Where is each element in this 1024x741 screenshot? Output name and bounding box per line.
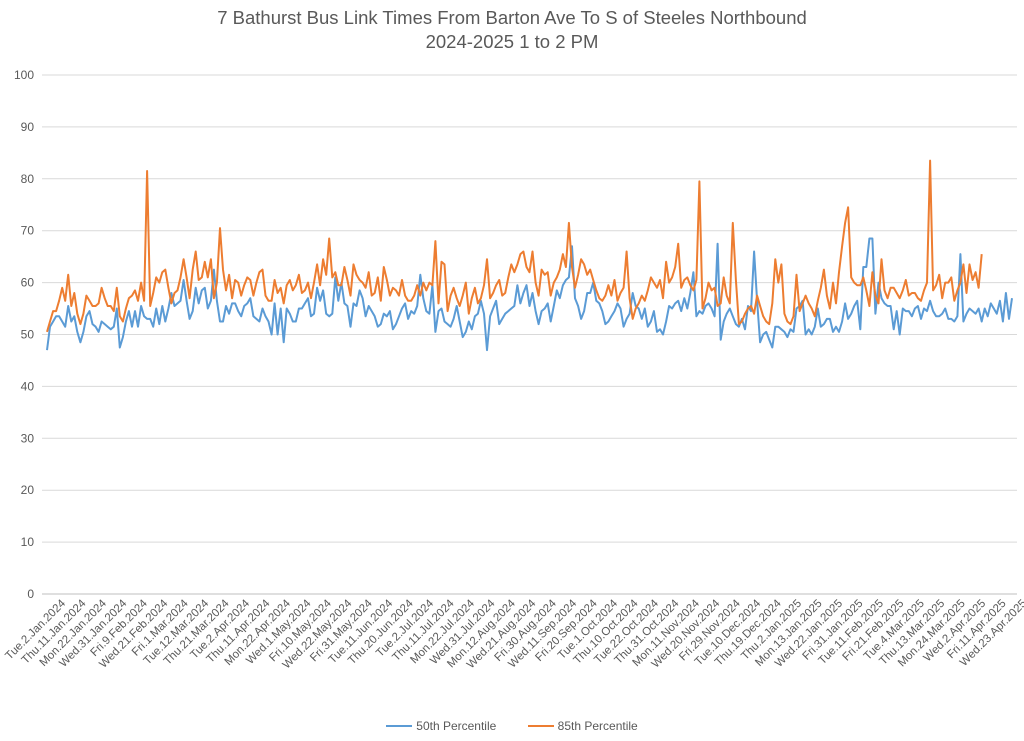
chart-title: 7 Bathurst Bus Link Times From Barton Av… [0,6,1024,54]
chart-subtitle: 2024-2025 1 to 2 PM [425,31,599,52]
legend-label-85th: 85th Percentile [557,719,638,733]
legend: 50th Percentile 85th Percentile [0,716,1024,733]
y-tick-label: 30 [21,431,35,445]
y-tick-label: 70 [21,224,35,238]
series-line-85th-percentile [46,159,983,333]
y-tick-label: 0 [27,587,34,601]
legend-label-50th: 50th Percentile [416,719,497,733]
y-tick-label: 10 [21,535,35,549]
legend-item-50th: 50th Percentile [386,719,496,733]
legend-swatch-85th [527,725,554,727]
gridlines [42,74,1017,595]
y-tick-label: 80 [21,172,35,186]
legend-swatch-50th [386,725,413,727]
y-tick-label: 20 [21,483,35,497]
y-tick-label: 50 [21,328,35,342]
legend-item-85th: 85th Percentile [527,719,638,733]
y-tick-label: 90 [21,120,35,134]
y-tick-label: 40 [21,379,35,393]
series-lines [46,159,1013,352]
y-axis-ticks: 0 10 20 30 40 50 60 70 80 90 100 [14,68,34,601]
chart-title-line1: 7 Bathurst Bus Link Times From Barton Av… [217,7,807,28]
series-line-50th-percentile [46,237,1013,352]
x-axis-ticks: Tue.2.Jan.2024Thu.11.Jan.2024Mon.22.Jan.… [3,597,1024,671]
y-tick-label: 100 [14,68,34,82]
y-tick-label: 60 [21,276,35,290]
